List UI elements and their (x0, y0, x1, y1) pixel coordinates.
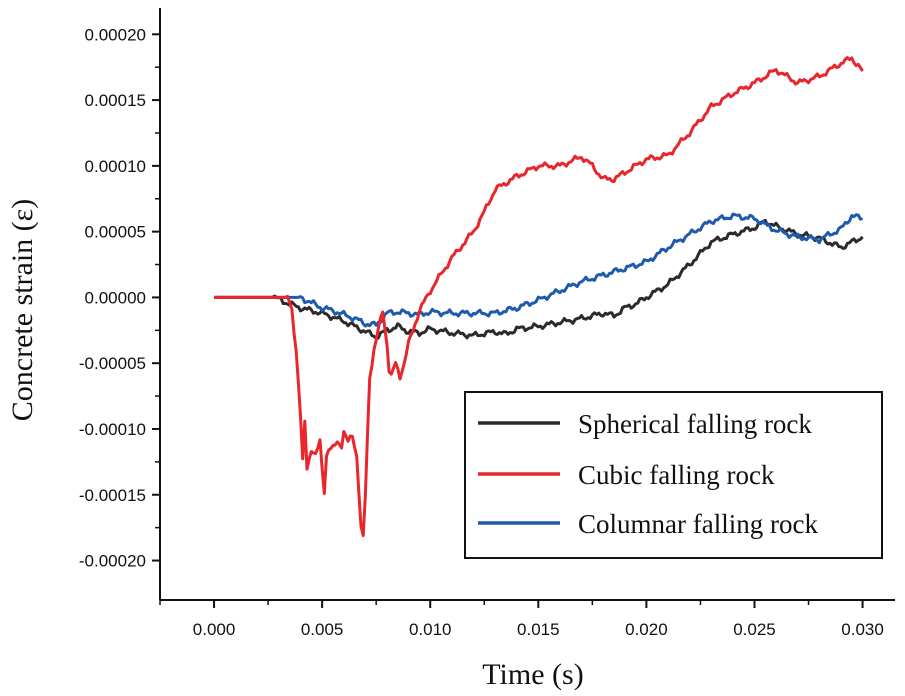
y-tick-label: -0.00010 (79, 420, 146, 439)
legend-label-columnar: Columnar falling rock (578, 509, 818, 539)
y-tick-label: -0.00020 (79, 552, 146, 571)
y-tick-label: 0.00020 (85, 25, 146, 44)
x-axis-ticks: 0.000 0.005 0.010 0.015 0.020 0.025 0.030 (159, 600, 884, 639)
y-tick-label: 0.00000 (85, 288, 146, 307)
series-cubic (214, 56, 864, 538)
series-spherical (214, 218, 864, 340)
y-axis-ticks: -0.00020 -0.00015 -0.00010 -0.00005 0.00000 0… (79, 25, 160, 571)
legend-label-cubic: Cubic falling rock (578, 460, 775, 490)
series-columnar (214, 212, 864, 328)
legend: Spherical falling rock Cubic falling roc… (464, 391, 883, 559)
series-layer (214, 56, 864, 538)
x-tick-label: 0.020 (625, 620, 668, 639)
y-tick-label: -0.00005 (79, 354, 146, 373)
x-tick-label: 0.025 (733, 620, 776, 639)
y-axis-title: Concrete strain (ε) (6, 199, 39, 422)
y-tick-label: 0.00005 (85, 223, 146, 242)
x-tick-label: 0.000 (193, 620, 236, 639)
x-axis-title: Time (s) (482, 658, 583, 691)
x-tick-label: 0.010 (409, 620, 452, 639)
legend-label-spherical: Spherical falling rock (578, 409, 812, 439)
x-tick-label: 0.030 (841, 620, 884, 639)
x-tick-label: 0.005 (301, 620, 344, 639)
y-tick-label: 0.00010 (85, 157, 146, 176)
x-tick-label: 0.015 (517, 620, 560, 639)
y-tick-label: -0.00015 (79, 486, 146, 505)
y-tick-label: 0.00015 (85, 91, 146, 110)
